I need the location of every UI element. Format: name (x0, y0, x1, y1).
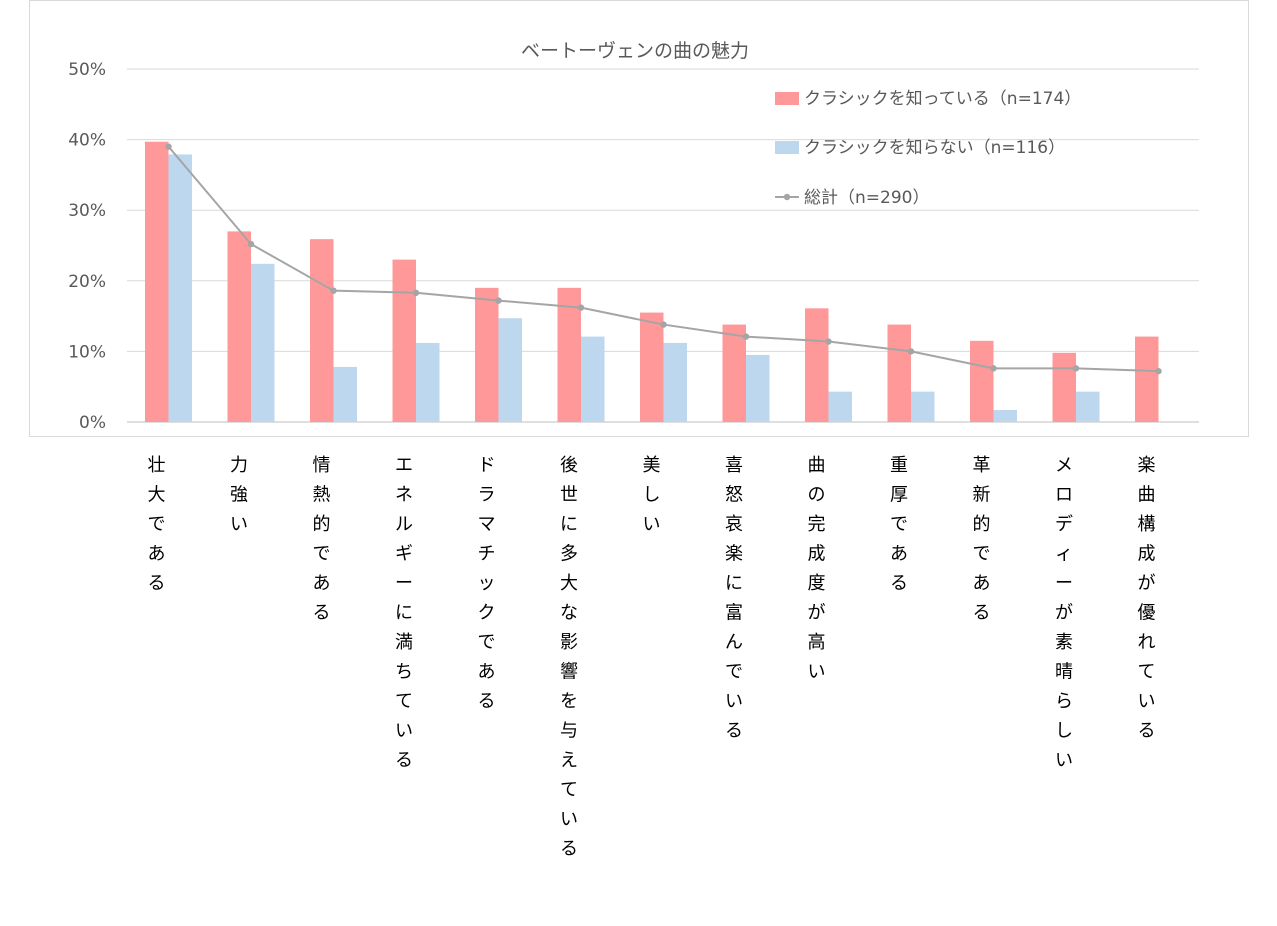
legend-swatch (775, 92, 799, 105)
x-category-label: 重厚である (890, 455, 908, 594)
x-category-label: 後世に多大な影響を与えている (560, 455, 578, 860)
bar-not-know-classic (581, 336, 605, 422)
x-category-label: 楽曲構成が優れている (1138, 455, 1156, 742)
bar-not-know-classic (828, 391, 852, 422)
bar-not-know-classic (416, 342, 440, 422)
x-category-label: 曲の完成度が高い (808, 455, 826, 683)
total-line-point (247, 240, 255, 248)
bar-not-know-classic (251, 263, 275, 422)
total-line-point (1155, 367, 1162, 375)
bar-not-know-classic (911, 391, 935, 422)
y-tick-label: 50% (68, 60, 106, 80)
bar-know-classic (805, 308, 829, 422)
y-axis-tick-labels: 0% 10% 20% 30% 40% 50% (68, 60, 106, 433)
bar-know-classic (887, 324, 911, 422)
bar-know-classic (145, 141, 169, 422)
x-category-label: 革新的である (973, 455, 991, 624)
y-tick-label: 40% (68, 131, 106, 151)
total-line-point (412, 289, 420, 297)
bar-know-classic (392, 259, 416, 422)
bar-not-know-classic (663, 342, 687, 422)
total-line-point (907, 348, 915, 355)
gridlines (127, 68, 1199, 423)
bar-know-classic (640, 312, 664, 422)
bars (145, 141, 1159, 422)
total-line (165, 143, 1162, 375)
bar-know-classic (310, 239, 334, 422)
x-category-label: 力強い (230, 455, 248, 535)
bar-not-know-classic (333, 366, 357, 422)
total-line-point (742, 333, 750, 340)
legend-label: クラシックを知っている（n=174） (804, 89, 1081, 109)
total-line-point (165, 143, 172, 150)
legend-label: クラシックを知らない（n=116） (804, 138, 1065, 158)
total-line-point (825, 338, 832, 345)
total-line-point (1072, 365, 1080, 372)
bar-know-classic (1135, 336, 1159, 422)
bar-not-know-classic (1076, 391, 1100, 422)
bar-know-classic (1052, 352, 1076, 422)
total-line-point (577, 304, 585, 311)
y-tick-label: 0% (79, 413, 106, 433)
y-tick-label: 30% (68, 201, 106, 221)
x-axis-category-labels: 壮大である 力強い 情熱的である エネルギーに満ちている ドラマチックである 後世に多大な… (148, 455, 1156, 860)
legend-marker (783, 193, 791, 201)
x-category-label: 壮大である (148, 455, 166, 594)
bar-know-classic (557, 287, 581, 422)
x-category-label: メロディーが素晴らしい (1055, 455, 1073, 771)
x-category-label: ドラマチックである (478, 455, 496, 712)
y-tick-label: 10% (68, 342, 106, 362)
total-line-point (330, 287, 337, 294)
x-category-label: 美しい (643, 455, 661, 535)
total-line-point (990, 365, 997, 372)
bar-not-know-classic (993, 409, 1017, 422)
bar-not-know-classic (746, 354, 770, 422)
bar-not-know-classic (498, 318, 522, 422)
bar-know-classic (970, 340, 994, 422)
bar-know-classic (227, 231, 251, 422)
chart-title: ベートーヴェンの曲の魅力 (521, 40, 749, 62)
x-category-label: 情熱的である (313, 455, 331, 624)
total-line-point (660, 321, 667, 328)
y-tick-label: 20% (68, 272, 106, 292)
legend-label: 総計（n=290） (804, 188, 929, 208)
bar-know-classic (475, 287, 499, 422)
x-category-label: エネルギーに満ちている (395, 455, 413, 771)
total-line-point (495, 297, 502, 304)
bar-know-classic (722, 324, 746, 422)
legend: クラシックを知っている（n=174） クラシックを知らない（n=116） 総計（n=… (775, 89, 1081, 208)
bar-not-know-classic (168, 154, 192, 422)
legend-swatch (775, 141, 799, 154)
x-category-label: 喜怒哀楽に富んでいる (725, 455, 743, 742)
